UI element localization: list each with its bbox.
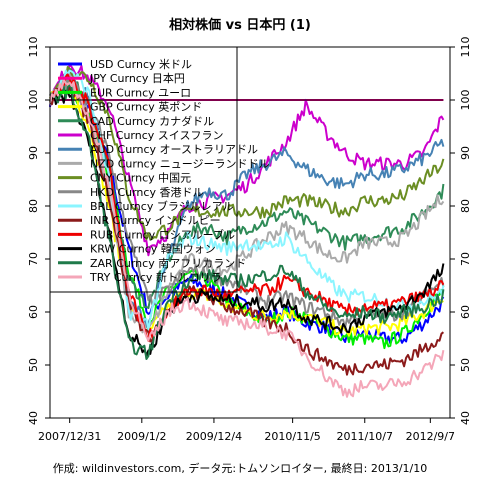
x-tick-label: 2007/12/31 [38,430,101,443]
y-tick-label-left: 80 [27,199,40,213]
legend-label-12: RUB Curncy ロシアルーブル [90,227,235,241]
legend-label-5: CHF Curncy スイスフラン [90,129,223,142]
x-tick-label: 2009/12/4 [186,430,242,443]
legend-label-8: CNY Curncy 中国元 [90,172,191,185]
y-tick-label-right: 40 [459,411,472,425]
legend-label-6: AUD Curncy オーストラリアドル [90,143,258,156]
legend-label-7: NZD Curncy ニュージーランドドル [90,157,270,170]
y-tick-label-left: 70 [27,252,40,266]
y-tick-label-right: 110 [459,37,472,58]
y-tick-label-left: 90 [27,146,40,160]
series-line-15 [49,78,445,398]
legend-label-14: ZAR Curncy 南アフリカランド [90,257,246,270]
series-line-13 [49,89,445,357]
y-tick-label-left: 100 [27,90,40,111]
y-tick-label-left: 60 [27,305,40,319]
y-tick-label-left: 50 [27,358,40,372]
series-line-12 [49,73,445,342]
legend-box [49,46,238,293]
y-tick-label-left: 40 [27,411,40,425]
y-tick-label-right: 60 [459,305,472,319]
legend-label-11: INR Curncy インドルピー [90,214,221,227]
legend-label-15: TRY Curncy 新トルコリラ [89,270,222,284]
legend-label-0: USD Curncy 米ドル [90,58,192,71]
legend-label-9: HKD Curncy 香港ドル [90,186,203,199]
y-tick-label-right: 50 [459,358,472,372]
series-line-5 [49,63,445,257]
series-line-14 [49,84,445,360]
legend-label-3: GBP Curncy 英ポンド [90,100,202,114]
chart-caption: 作成: wildinvestors.com, データ元:トムソンロイター, 最終… [52,462,428,475]
x-tick-label: 2012/9/7 [406,430,455,443]
x-tick-label: 2009/1/2 [117,430,166,443]
y-tick-label-right: 90 [459,146,472,160]
y-tick-label-right: 100 [459,90,472,111]
legend-label-1: JPY Curncy 日本円 [89,71,185,85]
series-line-11 [49,85,445,376]
y-tick-label-left: 110 [27,37,40,58]
x-tick-label: 2010/11/5 [264,430,320,443]
series-line-4 [49,67,445,309]
series-line-8 [49,66,445,241]
legend-label-2: EUR Curncy ユーロ [90,86,191,99]
y-tick-label-right: 70 [459,252,472,266]
legend-label-4: CAD Curncy カナダドル [90,114,214,128]
legend-label-13: KRW Curncy 韓国ウォン [90,243,216,256]
chart-title: 相対株価 vs 日本円 (1) [169,18,311,33]
x-tick-label: 2011/10/7 [337,430,393,443]
legend-label-10: BRL Curncy ブラジルレアル [90,199,234,213]
y-tick-label-right: 80 [459,199,472,213]
